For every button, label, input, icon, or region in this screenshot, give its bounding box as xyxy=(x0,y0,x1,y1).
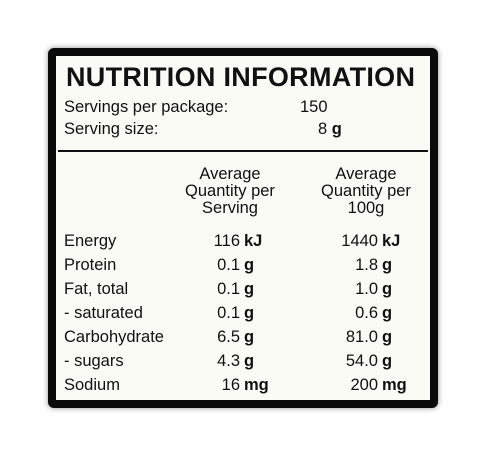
per-100g-value: 1.8 xyxy=(355,256,378,274)
per-serving-unit: kJ xyxy=(244,232,263,250)
per-serving-unit: g xyxy=(244,256,255,274)
per-serving-value: 0.1 xyxy=(217,256,240,274)
per-serving-unit: g xyxy=(244,280,255,298)
nutrient-row-carbohydrate: Carbohydrate 6.5 g 81.0 g xyxy=(56,328,430,350)
per-serving-unit: g xyxy=(244,352,255,370)
per-100g-unit: g xyxy=(382,352,393,370)
nutrient-row-protein: Protein 0.1 g 1.8 g xyxy=(56,256,430,278)
per-serving-value: 0.1 xyxy=(217,280,240,298)
per-100g-unit: mg xyxy=(382,376,407,394)
nutrient-name: Fat, total xyxy=(64,280,129,298)
servings-per-package-label: Servings per package: xyxy=(64,98,229,116)
per-100g-unit: g xyxy=(382,328,393,346)
nutrient-row-fat-total: Fat, total 0.1 g 1.0 g xyxy=(56,280,430,302)
per-100g-unit: g xyxy=(382,256,393,274)
per-100g-unit: g xyxy=(382,304,393,322)
nutrient-row-energy: Energy 116 kJ 1440 kJ xyxy=(56,232,430,254)
column-header-per-serving: Average Quantity per Serving xyxy=(170,166,290,217)
per-100g-value: 1.0 xyxy=(355,280,378,298)
nutrient-name: Energy xyxy=(64,232,117,250)
column-header-per-100g: Average Quantity per 100g xyxy=(304,166,428,217)
nutrient-name: Protein xyxy=(64,256,117,274)
header-line: 100g xyxy=(347,199,385,217)
header-line: Serving xyxy=(202,199,258,217)
per-100g-value: 200 xyxy=(350,376,378,394)
serving-size-number: 8 xyxy=(318,120,328,138)
per-serving-value: 6.5 xyxy=(217,328,240,346)
header-divider xyxy=(58,150,428,152)
nutrient-name: - sugars xyxy=(64,352,124,370)
per-serving-value: 4.3 xyxy=(217,352,240,370)
per-serving-value: 0.1 xyxy=(217,304,240,322)
per-100g-unit: g xyxy=(382,280,393,298)
header-line: Average xyxy=(335,165,397,183)
per-100g-value: 81.0 xyxy=(345,328,378,346)
nutrient-row-sugars: - sugars 4.3 g 54.0 g xyxy=(56,352,430,374)
nutrient-row-saturated: - saturated 0.1 g 0.6 g xyxy=(56,304,430,326)
nutrient-name: Carbohydrate xyxy=(64,328,164,346)
per-serving-unit: mg xyxy=(244,376,269,394)
header-line: Quantity per xyxy=(321,182,411,200)
nutrition-label: NUTRITION INFORMATION Servings per packa… xyxy=(56,56,430,400)
per-serving-value: 116 xyxy=(213,232,240,250)
servings-per-package-value: 150 xyxy=(300,98,328,116)
per-100g-value: 1440 xyxy=(341,232,378,250)
serving-size-label: Serving size: xyxy=(64,120,159,138)
per-100g-value: 0.6 xyxy=(355,304,378,322)
nutrient-row-sodium: Sodium 16 mg 200 mg xyxy=(56,376,430,398)
header-line: Quantity per xyxy=(185,182,275,200)
per-serving-unit: g xyxy=(244,304,255,322)
label-title: NUTRITION INFORMATION xyxy=(66,62,416,92)
nutrient-name: - saturated xyxy=(64,304,143,322)
serving-size-value: 8 g xyxy=(318,120,342,139)
per-100g-value: 54.0 xyxy=(345,352,378,370)
header-line: Average xyxy=(199,165,261,183)
nutrient-name: Sodium xyxy=(64,376,120,394)
serving-size-unit: g xyxy=(331,120,342,138)
per-100g-unit: kJ xyxy=(382,232,401,250)
per-serving-value: 16 xyxy=(221,376,240,394)
per-serving-unit: g xyxy=(244,328,255,346)
